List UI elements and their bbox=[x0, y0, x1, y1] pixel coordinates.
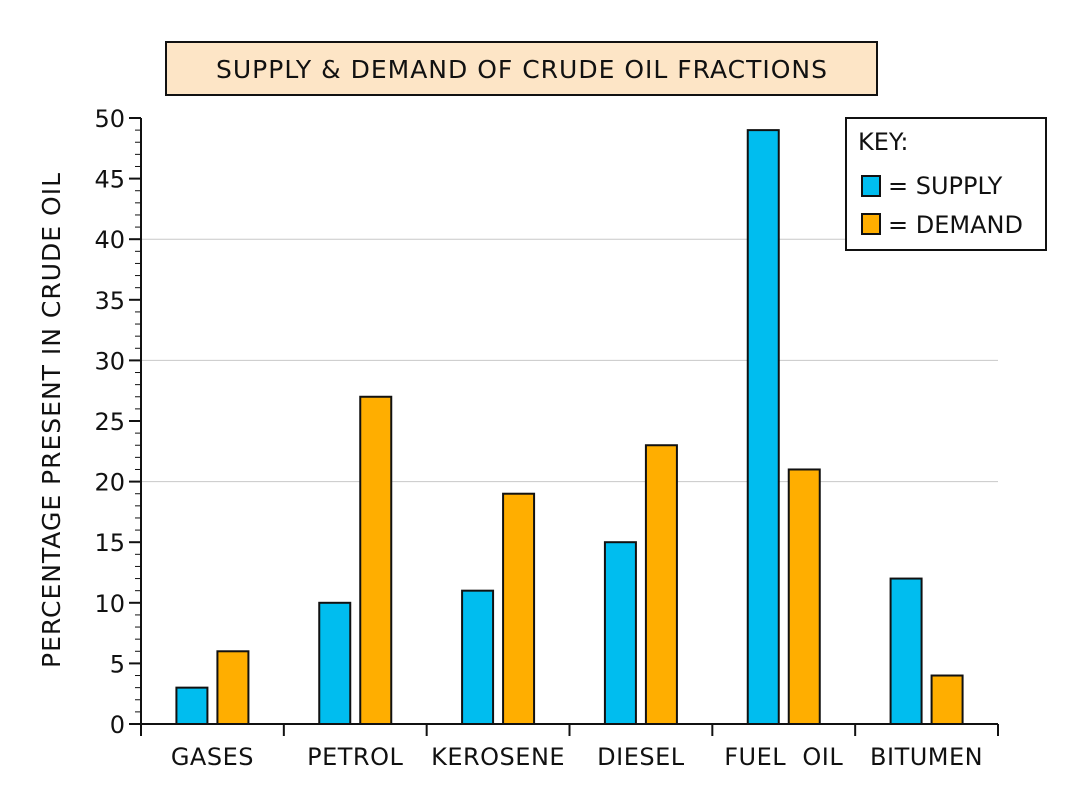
bar-demand-5 bbox=[787, 468, 821, 726]
y-tick-label: 15 bbox=[94, 529, 125, 557]
legend-label-supply: = SUPPLY bbox=[888, 172, 1003, 200]
bar-supply-4 bbox=[603, 541, 637, 726]
x-category-label: FUEL OIL bbox=[724, 743, 843, 771]
legend: KEY: = SUPPLY = DEMAND bbox=[845, 117, 1047, 251]
legend-title: KEY: bbox=[858, 128, 908, 156]
y-tick-label: 35 bbox=[94, 287, 125, 315]
bar-supply-1 bbox=[175, 686, 209, 726]
gridlines bbox=[141, 238, 998, 483]
x-categories: GASES PETROL KEROSENE DIESEL FUEL OIL BITUMEN bbox=[171, 743, 983, 771]
legend-swatch-supply bbox=[861, 175, 881, 197]
y-tick-label: 20 bbox=[94, 469, 125, 497]
y-tick-label: 45 bbox=[94, 166, 125, 194]
y-tick-label: 25 bbox=[94, 408, 125, 436]
y-ticks: 0 5 10 15 20 25 30 35 40 45 50 bbox=[94, 105, 125, 739]
x-category-label: BITUMEN bbox=[870, 743, 983, 771]
bar-demand-2 bbox=[359, 395, 393, 725]
x-category-label: GASES bbox=[171, 743, 254, 771]
bar-demand-3 bbox=[502, 492, 536, 725]
y-tick-label: 30 bbox=[94, 347, 125, 375]
legend-swatch-demand bbox=[861, 213, 881, 235]
bar-supply-5 bbox=[746, 129, 780, 725]
bar-demand-1 bbox=[216, 650, 250, 726]
bar-demand-6 bbox=[930, 674, 964, 726]
chart-title: SUPPLY & DEMAND OF CRUDE OIL FRACTIONS bbox=[216, 55, 828, 84]
bar-supply-2 bbox=[318, 601, 352, 725]
chart-title-box bbox=[165, 41, 878, 96]
axes bbox=[129, 117, 999, 736]
y-tick-label: 10 bbox=[94, 590, 125, 618]
x-category-label: DIESEL bbox=[597, 743, 685, 771]
y-axis-title: PERCENTAGE PRESENT IN CRUDE OIL bbox=[37, 172, 66, 668]
y-tick-label: 0 bbox=[110, 711, 125, 739]
legend-label-demand: = DEMAND bbox=[888, 211, 1023, 239]
x-category-label: PETROL bbox=[307, 743, 403, 771]
bar-supply-6 bbox=[889, 577, 923, 725]
bar-supply-3 bbox=[461, 589, 495, 725]
y-tick-label: 50 bbox=[94, 105, 125, 133]
x-category-label: KEROSENE bbox=[431, 743, 565, 771]
bars bbox=[175, 129, 964, 726]
bar-demand-4 bbox=[644, 444, 678, 725]
y-tick-label: 5 bbox=[110, 650, 125, 678]
y-tick-label: 40 bbox=[94, 226, 125, 254]
